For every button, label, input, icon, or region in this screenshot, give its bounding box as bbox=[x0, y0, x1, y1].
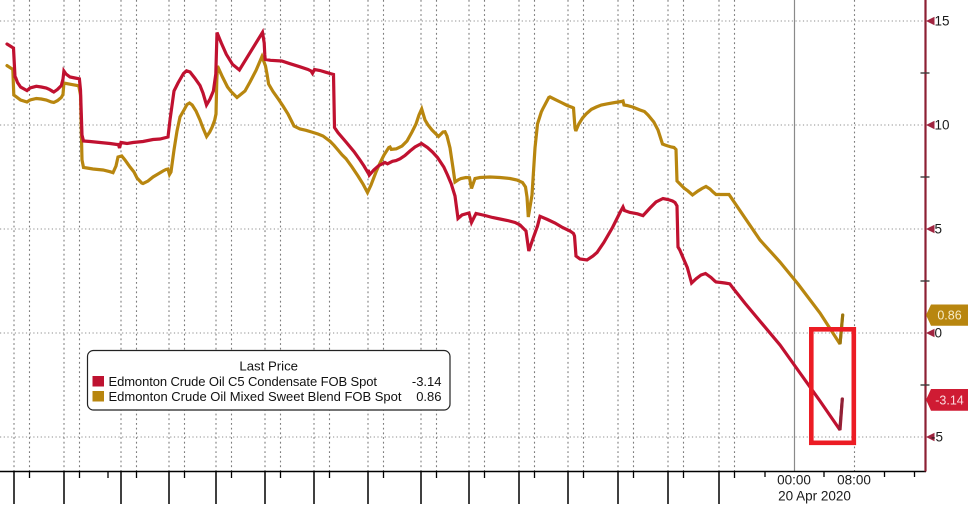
svg-text:0: 0 bbox=[935, 326, 943, 341]
svg-text:08:00: 08:00 bbox=[837, 473, 871, 488]
svg-text:15: 15 bbox=[935, 14, 950, 29]
svg-text:Last Price: Last Price bbox=[239, 358, 298, 373]
svg-text:Edmonton Crude Oil Mixed Sweet: Edmonton Crude Oil Mixed Sweet Blend FOB… bbox=[109, 389, 402, 404]
svg-text:-5: -5 bbox=[931, 430, 943, 445]
svg-text:-3.14: -3.14 bbox=[412, 374, 442, 389]
svg-text:-3.14: -3.14 bbox=[935, 393, 964, 407]
svg-text:Edmonton Crude Oil C5 Condensa: Edmonton Crude Oil C5 Condensate FOB Spo… bbox=[109, 374, 378, 389]
svg-text:0.86: 0.86 bbox=[416, 389, 441, 404]
svg-text:00:00: 00:00 bbox=[777, 473, 811, 488]
svg-text:20 Apr 2020: 20 Apr 2020 bbox=[778, 489, 851, 504]
svg-text:5: 5 bbox=[935, 222, 943, 237]
svg-text:10: 10 bbox=[935, 118, 950, 133]
svg-text:0.86: 0.86 bbox=[937, 309, 961, 323]
